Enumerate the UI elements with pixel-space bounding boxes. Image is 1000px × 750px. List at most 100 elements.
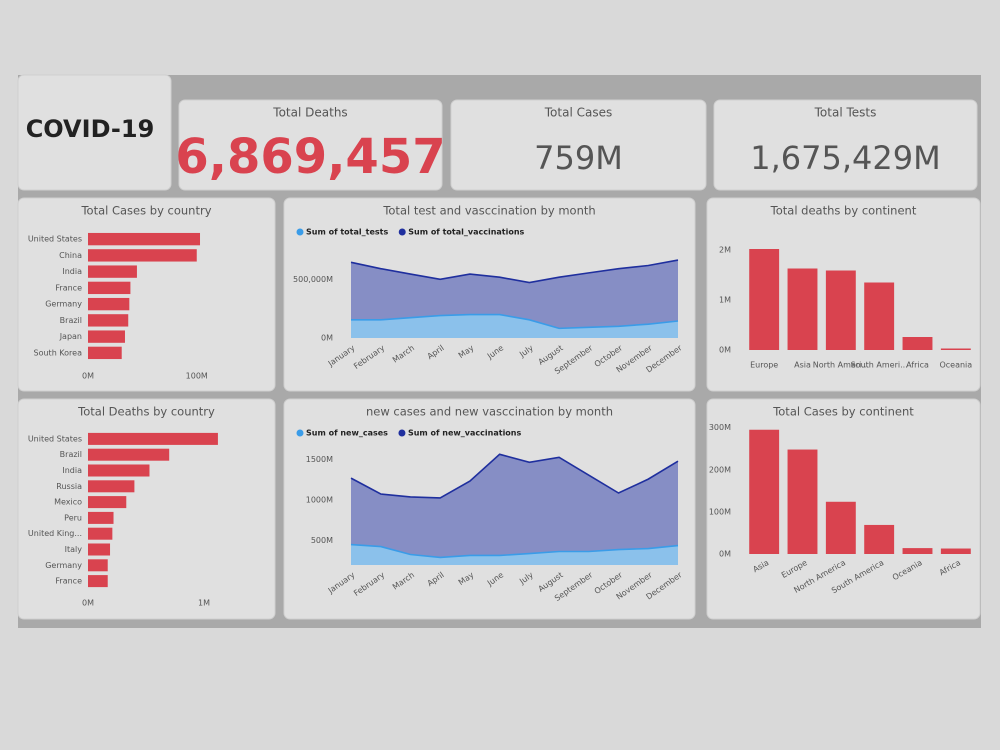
kpi-card [713,99,978,191]
bar [940,348,971,350]
chart-title: Total test and vasccination by month [382,204,595,218]
bar [749,429,780,554]
bar [88,314,129,327]
x-tick-label: 1M [198,599,210,608]
bar [88,511,114,524]
chart-title: Total Cases by continent [772,405,914,419]
x-tick-label: 0M [82,599,94,608]
kpi-label: Total Cases [544,106,612,120]
y-tick-label: Mexico [54,498,82,507]
y-tick-label: United States [28,434,82,443]
area-fill [351,454,678,565]
y-tick-label: Peru [64,513,82,522]
y-tick-label: France [55,577,82,586]
y-tick-label: China [59,251,82,260]
y-tick-label: United King... [28,529,82,538]
y-tick-label: Germany [45,561,82,570]
kpi-value: 6,869,457 [175,129,445,185]
x-tick-label: North Ameri... [813,361,869,370]
bar [864,282,895,350]
legend-marker [296,429,304,437]
bar [825,501,856,554]
bar [88,281,131,295]
y-tick-label: 200M [709,465,731,474]
legend-marker [296,228,304,236]
bar [88,543,111,556]
bar [88,330,125,343]
bar [825,270,856,350]
bar [940,548,971,554]
kpi-card [178,99,443,191]
y-tick-label: France [55,283,82,292]
y-tick-label: India [62,267,82,276]
y-tick-label: United States [28,235,82,244]
y-tick-label: 100M [709,507,731,516]
chart-panel [17,398,276,620]
x-tick-label: 0M [82,372,94,381]
kpi-value: 1,675,429M [750,139,940,177]
x-tick-label: Africa [906,361,929,370]
y-tick-label: Japan [59,332,82,341]
bar [88,480,135,493]
legend-marker [398,429,406,437]
bar [88,432,218,445]
y-tick-label: Germany [45,300,82,309]
y-tick-label: Brazil [60,316,82,325]
chart-title: new cases and new vasccination by month [366,405,613,419]
bar [88,464,150,477]
x-tick-label: South Ameri... [851,361,908,370]
bar [88,346,122,360]
chart-title: Total Cases by country [80,204,211,218]
legend-label: Sum of new_cases [306,429,388,438]
kpi-label: Total Deaths [272,106,347,120]
x-tick-label: Asia [794,361,811,370]
bar [88,496,127,509]
y-tick-label: 300M [709,423,731,432]
chart-panel [17,197,276,392]
area-fill [351,314,678,338]
y-tick-label: 500,000M [293,275,333,284]
y-tick-label: 2M [719,246,731,255]
legend-label: Sum of total_vaccinations [408,228,524,237]
y-tick-label: 0M [321,334,333,343]
bar [787,268,818,350]
y-tick-label: India [62,466,82,475]
bar [88,575,108,588]
x-tick-label: 100M [186,372,208,381]
x-tick-label: Europe [750,361,778,370]
kpi-value: 759M [534,139,623,177]
bar [902,337,933,350]
bar [88,527,113,540]
bar [88,249,197,262]
y-tick-label: 1M [719,296,731,305]
y-tick-label: Italy [65,545,83,554]
bar [88,265,137,278]
bar [902,548,933,554]
bar [749,249,780,350]
y-tick-label: 1500M [306,455,333,464]
bar [787,449,818,554]
y-tick-label: Russia [56,482,82,491]
y-tick-label: 0M [719,550,731,559]
dashboard-title: COVID-19 [26,115,155,143]
chart-title: Total deaths by continent [770,204,917,218]
area-line [350,453,679,499]
bar [88,297,130,311]
y-tick-label: 1000M [306,495,333,504]
bar [88,232,201,246]
y-tick-label: 0M [719,346,731,355]
kpi-label: Total Tests [814,106,877,120]
legend-marker [398,228,406,236]
area-line [350,543,679,559]
bar [864,524,895,554]
bar [88,448,170,461]
kpi-card [450,99,707,191]
chart-title: Total Deaths by country [77,405,215,419]
x-tick-label: Oceania [939,361,972,370]
area-line [351,313,679,330]
y-tick-label: South Korea [34,348,83,357]
y-tick-label: Brazil [60,450,82,459]
legend-label: Sum of new_vaccinations [408,429,522,438]
title-card [17,74,172,191]
